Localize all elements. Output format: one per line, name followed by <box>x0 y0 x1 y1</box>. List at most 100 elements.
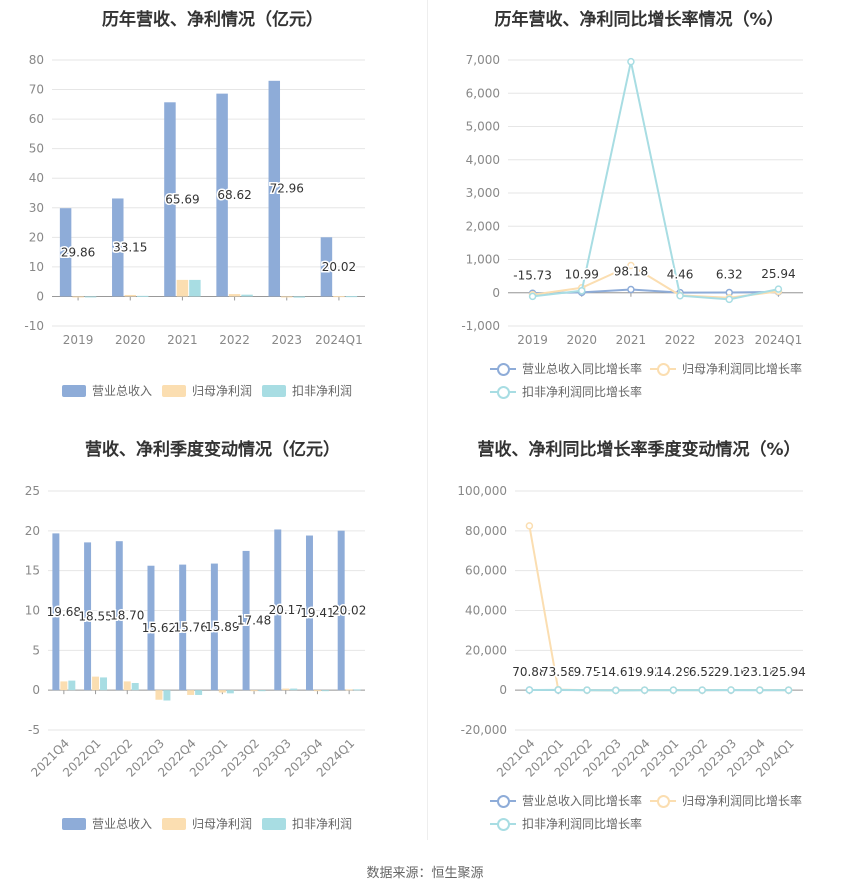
chart-legend: 营业总收入同比增长率 归母净利润同比增长率 扣非净利润同比增长率 <box>428 360 850 404</box>
bar <box>112 198 124 297</box>
legend-swatch <box>62 385 86 397</box>
y-tick-label: 5,000 <box>466 120 500 134</box>
bar <box>147 565 155 691</box>
y-tick-label: 20,000 <box>465 643 507 657</box>
legend-swatch <box>650 795 676 808</box>
y-tick-label: 20 <box>25 524 40 538</box>
data-source-note: 数据来源：恒生聚源 <box>366 866 484 881</box>
chart-panel-annual-growth: 历年营收、净利同比增长率情况（%） -1,000 0 1,000 2,000 3,000… <box>428 0 850 410</box>
bar <box>115 541 123 691</box>
data-point <box>612 686 620 695</box>
x-tick-label: 2020 <box>115 333 146 347</box>
data-label: 18.70 <box>110 609 144 623</box>
y-tick-label: 0 <box>32 683 40 697</box>
data-point <box>774 285 783 293</box>
y-tick-label: 50 <box>29 142 44 156</box>
chart-legend: 营业总收入 归母净利润 扣非净利润 <box>0 382 425 402</box>
chart-legend: 营业总收入 归母净利润 扣非净利润 <box>0 815 425 835</box>
y-tick-label: 40 <box>29 171 44 185</box>
y-tick-label: 80,000 <box>465 524 507 538</box>
legend-swatch <box>162 818 186 830</box>
bar <box>131 682 139 691</box>
bar <box>163 690 171 701</box>
y-tick-label: 6,000 <box>466 86 500 100</box>
x-tick-label: 2019 <box>517 333 548 347</box>
data-point <box>583 686 591 694</box>
bar <box>189 279 201 297</box>
y-tick-label: 2,000 <box>466 219 500 233</box>
legend-item-net-profit-growth[interactable]: 归母净利润同比增长率 <box>650 360 802 377</box>
data-point <box>627 57 635 66</box>
bar <box>282 688 290 691</box>
legend-item-revenue[interactable]: 营业总收入 <box>62 815 152 832</box>
data-point <box>676 291 684 300</box>
data-label: 18.55 <box>78 609 112 623</box>
y-tick-label: 3,000 <box>466 186 500 200</box>
data-point <box>669 686 678 694</box>
y-tick-label: 0 <box>36 289 44 303</box>
data-label: 20.17 <box>269 603 303 617</box>
y-tick-label: 60 <box>29 112 44 126</box>
x-tick-label: 2024Q1 <box>315 333 363 347</box>
data-label: 25.94 <box>761 267 795 281</box>
bar <box>59 208 72 297</box>
y-tick-label: 0 <box>499 683 507 697</box>
legend-item-net-profit[interactable]: 归母净利润 <box>162 382 252 399</box>
y-tick-label: 15 <box>25 564 40 578</box>
data-label: 19.41 <box>300 606 334 620</box>
legend-item-deducted-profit-growth[interactable]: 扣非净利润同比增长率 <box>490 383 642 400</box>
y-tick-label: -10 <box>24 319 44 333</box>
bar <box>164 102 176 297</box>
chart-plot: -1,000 0 1,000 2,000 3,000 4,000 5,000 6,000 7,0… <box>461 53 803 347</box>
legend-item-revenue-growth[interactable]: 营业总收入同比增长率 <box>490 792 642 809</box>
series-line <box>529 688 789 692</box>
legend-item-net-profit[interactable]: 归母净利润 <box>162 815 252 832</box>
bar <box>216 93 228 297</box>
legend-swatch <box>162 385 186 397</box>
y-tick-label: 40,000 <box>465 604 507 618</box>
bar <box>333 296 345 298</box>
y-tick-label: -1,000 <box>461 319 500 333</box>
data-label: 19.68 <box>47 605 81 619</box>
legend-item-revenue[interactable]: 营业总收入 <box>62 382 152 399</box>
y-tick-label: 10 <box>29 260 44 274</box>
bar <box>187 690 195 695</box>
chart-title: 营收、净利季度变动情况（亿元） <box>85 440 340 460</box>
legend-swatch <box>262 818 286 830</box>
bar <box>123 681 131 691</box>
chart-panel-annual-revenue: 历年营收、净利情况（亿元） -10 0 10 20 30 40 50 60 70 80 2019 20… <box>0 0 425 410</box>
data-label: 23.18 <box>743 665 777 679</box>
y-tick-label: 1,000 <box>466 253 500 267</box>
legend-swatch <box>62 818 86 830</box>
bar <box>124 294 136 297</box>
data-label: 33.15 <box>113 240 147 254</box>
bar <box>241 294 253 297</box>
bar <box>176 279 189 297</box>
bar <box>179 564 187 691</box>
bar <box>320 237 333 297</box>
bar <box>290 688 298 691</box>
data-label: 4.46 <box>667 268 694 282</box>
legend-item-deducted-profit[interactable]: 扣非净利润 <box>262 815 352 832</box>
legend-item-revenue-growth[interactable]: 营业总收入同比增长率 <box>490 360 642 377</box>
legend-item-deducted-profit-growth[interactable]: 扣非净利润同比增长率 <box>490 815 642 832</box>
legend-item-deducted-profit[interactable]: 扣非净利润 <box>262 382 352 399</box>
y-tick-label: 10 <box>25 604 40 618</box>
bar <box>52 533 60 691</box>
bar <box>228 294 241 297</box>
bar <box>293 296 305 298</box>
y-tick-label: 100,000 <box>457 484 507 498</box>
chart-title: 历年营收、净利同比增长率情况（%） <box>494 10 784 30</box>
bar <box>345 296 358 298</box>
y-tick-label: 25 <box>25 484 40 498</box>
legend-item-net-profit-growth[interactable]: 归母净利润同比增长率 <box>650 792 802 809</box>
data-label: 20.02 <box>322 260 356 274</box>
bar <box>155 690 163 700</box>
data-point <box>528 292 537 301</box>
data-point <box>525 686 534 694</box>
data-label: 72.96 <box>270 182 304 196</box>
y-tick-label: 0 <box>492 286 500 300</box>
bar <box>305 535 313 691</box>
data-label: 14.29 <box>656 665 690 679</box>
data-label: 15.76 <box>173 620 207 634</box>
